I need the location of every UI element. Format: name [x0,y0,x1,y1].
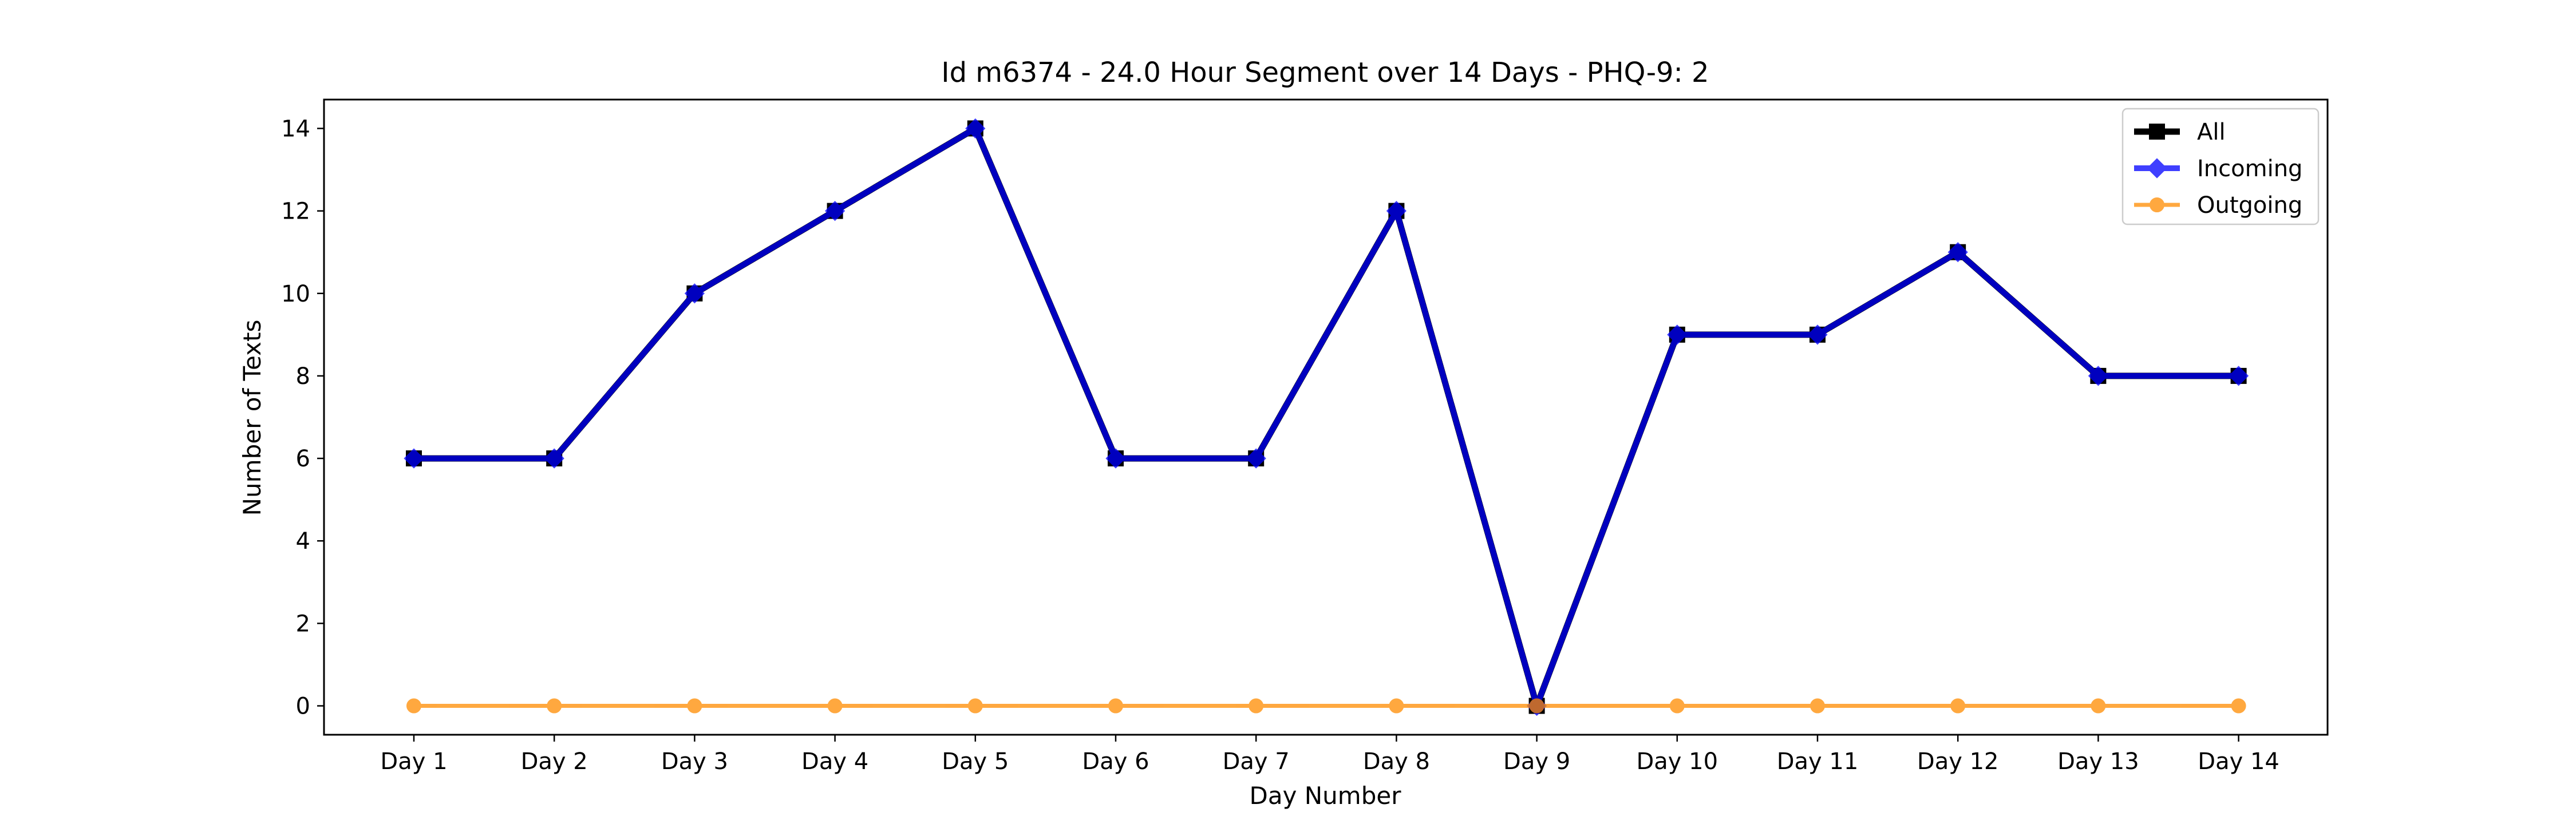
legend-marker-all [2149,124,2165,140]
data-point-outgoing [1810,698,1825,714]
data-point-incoming [1105,448,1126,469]
data-point-incoming [965,118,986,139]
legend: All Incoming Outgoing [2121,108,2320,225]
data-point-incoming [2088,366,2109,386]
legend-swatch-outgoing [2134,197,2180,212]
tick-layer: Day 1 Day 2 Day 3 Day 4 Day 5 Day 6 Day 7 Day 8… [281,116,2279,775]
y-tick-label: 12 [281,199,310,225]
data-point-outgoing [2231,698,2246,714]
data-point-incoming [404,448,424,469]
data-point-outgoing [547,698,562,714]
x-tick-label: Day 4 [801,748,868,775]
data-point-outgoing [2091,698,2106,714]
x-tick-label: Day 12 [1917,748,1999,775]
y-tick-label: 14 [281,116,310,142]
y-tick-label: 8 [296,363,310,390]
legend-swatch-all [2134,124,2180,140]
x-tick-label: Day 9 [1503,748,1570,775]
x-axis-label: Day Number [1249,782,1401,810]
legend-marker-outgoing [2150,197,2164,212]
data-point-outgoing [1389,698,1404,714]
data-point-incoming [684,283,705,304]
legend-label-all: All [2197,119,2226,145]
x-tick-label: Day 7 [1223,748,1290,775]
data-point-incoming [824,200,846,221]
series-incoming [404,118,2249,716]
x-tick-label: Day 8 [1363,748,1430,775]
x-tick-label: Day 14 [2198,748,2279,775]
data-point-outgoing [827,698,843,714]
series-outgoing [406,698,2246,714]
data-point-outgoing [1108,698,1123,714]
x-tick-label: Day 3 [661,748,728,775]
legend-label-incoming: Incoming [2197,156,2302,182]
data-point-outgoing [1249,698,1264,714]
data-point-incoming [2228,366,2249,386]
legend-box [2121,108,2320,225]
legend-marker-incoming [2147,158,2167,179]
y-tick-label: 6 [296,446,310,472]
data-point-incoming [1667,324,1688,345]
chart-title: Id m6374 - 24.0 Hour Segment over 14 Day… [941,57,1709,89]
y-tick-label: 10 [281,281,310,307]
legend-swatch-incoming [2134,158,2180,179]
legend-label-outgoing: Outgoing [2197,192,2302,219]
data-point-incoming [1947,242,1968,263]
data-point-outgoing [1529,698,1544,714]
data-point-outgoing [1669,698,1685,714]
x-tick-label: Day 1 [380,748,447,775]
x-tick-label: Day 13 [2057,748,2139,775]
x-tick-label: Day 2 [521,748,588,775]
plot-area [404,118,2249,716]
x-tick-label: Day 11 [1777,748,1859,775]
data-point-outgoing [687,698,702,714]
x-tick-label: Day 6 [1082,748,1149,775]
x-tick-label: Day 10 [1636,748,1718,775]
series-line-incoming [414,125,2239,709]
data-point-incoming [1807,324,1828,345]
y-tick-label: 4 [296,528,310,554]
data-point-outgoing [1950,698,1966,714]
y-axis-label: Number of Texts [238,320,266,516]
x-tick-label: Day 5 [942,748,1009,775]
data-point-outgoing [967,698,983,714]
y-tick-label: 2 [296,611,310,637]
data-point-outgoing [406,698,421,714]
plot-frame [323,98,2329,736]
data-point-incoming [1386,200,1407,221]
data-point-incoming [1246,448,1266,469]
data-point-incoming [544,448,564,469]
y-tick-label: 0 [296,694,310,720]
